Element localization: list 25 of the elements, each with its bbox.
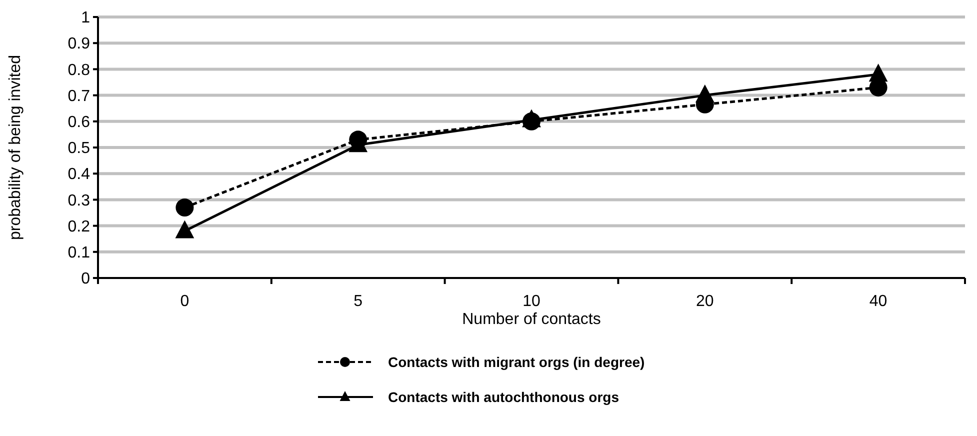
y-tick-label: 0.7 <box>68 88 90 105</box>
y-tick-label: 0.2 <box>68 218 90 236</box>
x-tick-label: 10 <box>522 293 540 310</box>
x-axis-title: Number of contacts <box>462 311 601 328</box>
point <box>522 109 541 128</box>
point <box>695 84 714 102</box>
y-tick-label: 0.1 <box>68 244 90 262</box>
point <box>868 64 888 82</box>
y-tick-label: 0.8 <box>68 62 90 79</box>
y-tick-label: 0.6 <box>68 114 90 131</box>
y-tick-label: 0.9 <box>68 36 90 53</box>
y-tick-label: 0 <box>81 270 90 288</box>
y-tick-label: 0.3 <box>68 192 90 210</box>
y-tick-label: 1 <box>81 10 90 27</box>
x-tick-label: 40 <box>869 293 888 310</box>
point <box>176 198 194 217</box>
legend-label: Contacts with autochthonous orgs <box>388 388 620 405</box>
x-tick-label: 5 <box>354 293 363 310</box>
y-axis-title: probability of being invited <box>7 54 24 240</box>
y-tick-label: 0.5 <box>68 140 90 158</box>
x-tick-label: 0 <box>180 293 190 310</box>
y-tick-label: 0.4 <box>68 166 90 184</box>
x-tick-label: 20 <box>696 293 714 310</box>
point <box>175 220 194 238</box>
legend-label: Contacts with migrant orgs (in degree) <box>388 354 645 370</box>
